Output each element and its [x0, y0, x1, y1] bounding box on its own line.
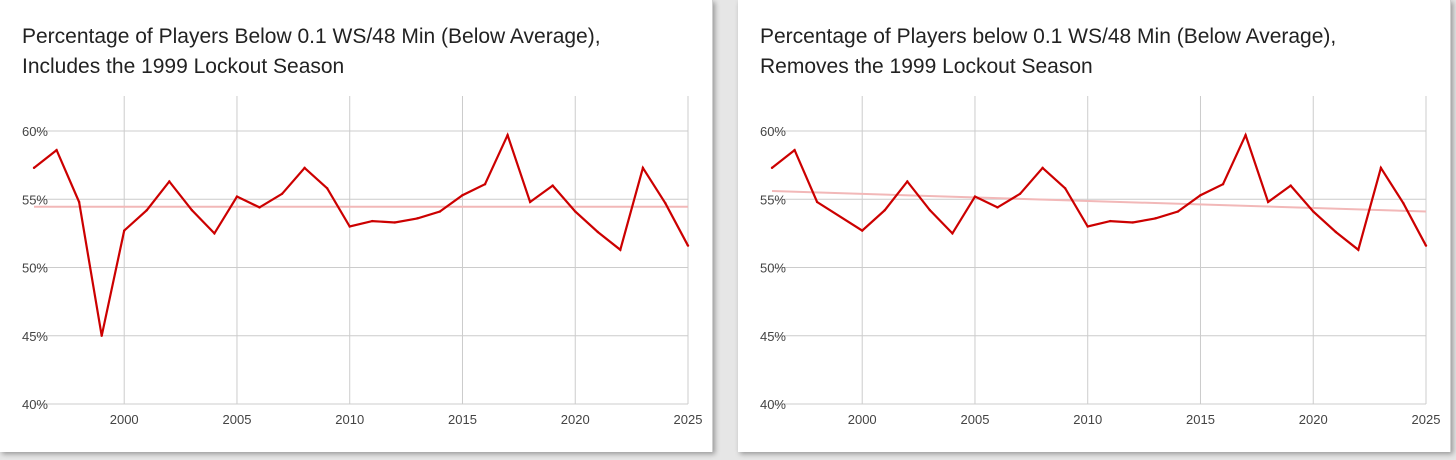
line-chart: 40% 45% 50% 55% 60% 2000 2005 2010 2015 2020 2025	[760, 96, 1441, 427]
y-tick-label: 50%	[760, 261, 786, 276]
data-point	[973, 195, 977, 198]
data-point	[461, 193, 464, 197]
data-point	[815, 200, 819, 204]
data-point	[1244, 133, 1247, 137]
data-point	[416, 217, 419, 220]
y-tick-label: 45%	[22, 329, 48, 344]
data-point	[1109, 219, 1112, 223]
data-point	[906, 180, 909, 183]
data-point	[1357, 248, 1360, 251]
y-tick-label: 40%	[760, 397, 786, 412]
data-point	[1041, 166, 1044, 170]
data-point	[235, 195, 239, 198]
data-point	[1154, 217, 1157, 220]
chart-panel-includes-1999: Percentage of Players Below 0.1 WS/48 Mi…	[0, 0, 713, 452]
data-point	[371, 219, 374, 223]
y-tick-label: 55%	[760, 192, 786, 207]
x-tick-label: 2025	[674, 412, 703, 427]
chart-title: Percentage of Players below 0.1 WS/48 Mi…	[760, 22, 1336, 82]
data-point	[551, 184, 554, 187]
data-point	[528, 200, 532, 204]
data-point	[168, 180, 171, 183]
chart-panel-removes-1999: Percentage of Players below 0.1 WS/48 Mi…	[738, 0, 1451, 452]
data-point	[1221, 183, 1225, 186]
data-point	[280, 192, 284, 195]
x-tick-label: 2020	[561, 412, 590, 427]
x-tick-label: 2005	[223, 412, 252, 427]
data-point	[506, 133, 509, 137]
series-line	[771, 132, 1427, 252]
data-point	[1131, 221, 1135, 224]
data-point	[258, 206, 261, 209]
chart-title: Percentage of Players Below 0.1 WS/48 Mi…	[22, 22, 601, 82]
data-point	[1018, 192, 1022, 195]
data-point	[123, 229, 126, 232]
chart-title-line-1: Percentage of Players Below 0.1 WS/48 Mi…	[22, 25, 601, 48]
x-tick-label: 2015	[1186, 412, 1215, 427]
data-point	[190, 208, 194, 212]
x-tick-label: 2020	[1299, 412, 1328, 427]
data-point	[55, 148, 58, 152]
data-point	[1402, 202, 1405, 205]
y-tick-label: 55%	[22, 192, 48, 207]
x-tick-label: 2025	[1412, 412, 1441, 427]
data-point	[793, 148, 796, 152]
trendline	[771, 190, 1427, 213]
data-point	[574, 210, 577, 213]
data-point	[1424, 244, 1428, 247]
data-point	[664, 202, 667, 205]
data-point	[770, 166, 774, 170]
data-point	[303, 166, 306, 170]
data-point	[32, 166, 36, 170]
data-point	[641, 166, 645, 170]
data-point	[1312, 210, 1315, 213]
data-point	[1289, 184, 1292, 187]
x-tick-label: 2015	[448, 412, 477, 427]
chart-title-line-2: Removes the 1999 Lockout Season	[760, 55, 1093, 78]
data-point	[619, 248, 622, 251]
data-point	[1334, 230, 1337, 234]
data-point	[686, 244, 690, 247]
data-point	[1176, 210, 1180, 213]
y-tick-label: 60%	[760, 124, 786, 139]
data-point	[928, 208, 932, 212]
data-point	[996, 206, 999, 209]
data-point	[393, 221, 397, 224]
data-point	[438, 210, 442, 213]
series-line	[33, 132, 689, 337]
data-point	[1199, 193, 1202, 197]
x-tick-label: 2010	[1073, 412, 1102, 427]
x-tick-label: 2000	[110, 412, 139, 427]
y-tick-label: 60%	[22, 124, 48, 139]
data-point	[213, 232, 216, 235]
data-point	[77, 200, 81, 204]
x-tick-label: 2010	[335, 412, 364, 427]
data-point	[100, 334, 103, 337]
x-tick-label: 2000	[848, 412, 877, 427]
y-tick-label: 45%	[760, 329, 786, 344]
line-chart: 40% 45% 50% 55% 60% 2000 2005 2010 2015 2020 2025	[22, 96, 703, 427]
data-point	[951, 232, 954, 235]
y-tick-label: 40%	[22, 397, 48, 412]
data-point	[1086, 225, 1089, 228]
data-point	[596, 230, 599, 234]
chart-title-line-2: Includes the 1999 Lockout Season	[22, 55, 345, 78]
x-tick-label: 2005	[961, 412, 990, 427]
y-tick-label: 50%	[22, 261, 48, 276]
data-point	[325, 187, 329, 190]
chart-title-line-1: Percentage of Players below 0.1 WS/48 Mi…	[760, 25, 1337, 48]
data-point	[883, 208, 886, 212]
data-point	[1266, 200, 1270, 204]
data-point	[483, 183, 487, 186]
data-point	[1063, 187, 1067, 190]
data-point	[861, 229, 864, 232]
data-point	[145, 208, 148, 212]
data-point	[1379, 166, 1383, 170]
data-point	[348, 225, 351, 228]
